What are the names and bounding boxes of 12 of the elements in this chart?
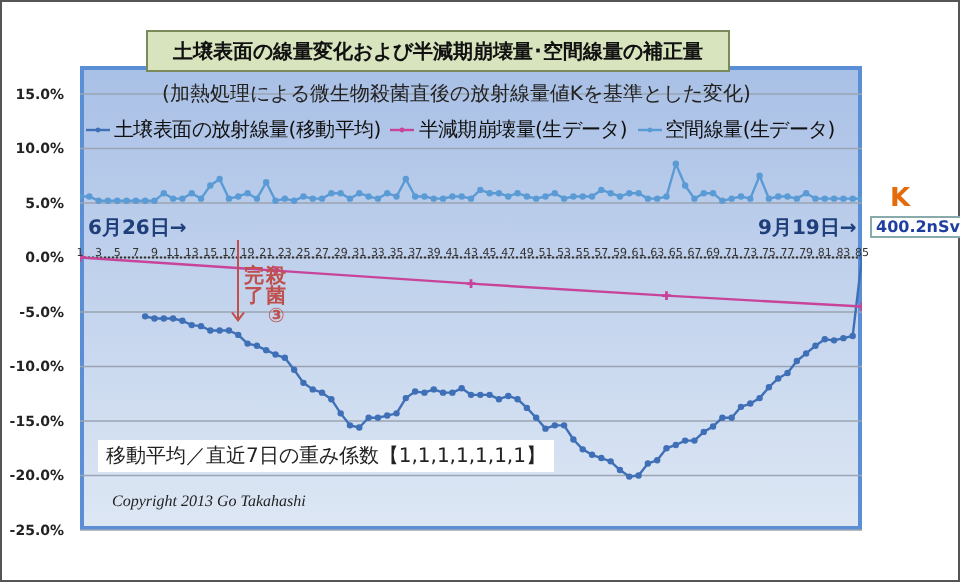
legend-label: 半減期崩壊量(生データ) [418, 117, 628, 144]
legend-label: 空間線量(生データ) [665, 117, 835, 144]
chart-subtitle: (加熱処理による微生物殺菌直後の放射線量値Kを基準とした変化) [162, 81, 751, 108]
annotation: 殺菌③完了 [244, 266, 287, 328]
legend-label: 土壌表面の放射線量(移動平均) [114, 117, 381, 144]
annotation: 9月19日→ [758, 216, 857, 242]
annotation: K [890, 184, 911, 214]
annotation: 6月26日→ [88, 216, 187, 242]
annotation: 400.2nSv [870, 216, 960, 238]
annotation: Copyright 2013 Go Takahashi [112, 492, 306, 510]
annotation: 移動平均／直近7日の重み係数【1,1,1,1,1,1,1】 [98, 440, 554, 472]
chart-title: 土壌表面の線量変化および半減期崩壊量･空間線量の補正量 [146, 30, 730, 72]
